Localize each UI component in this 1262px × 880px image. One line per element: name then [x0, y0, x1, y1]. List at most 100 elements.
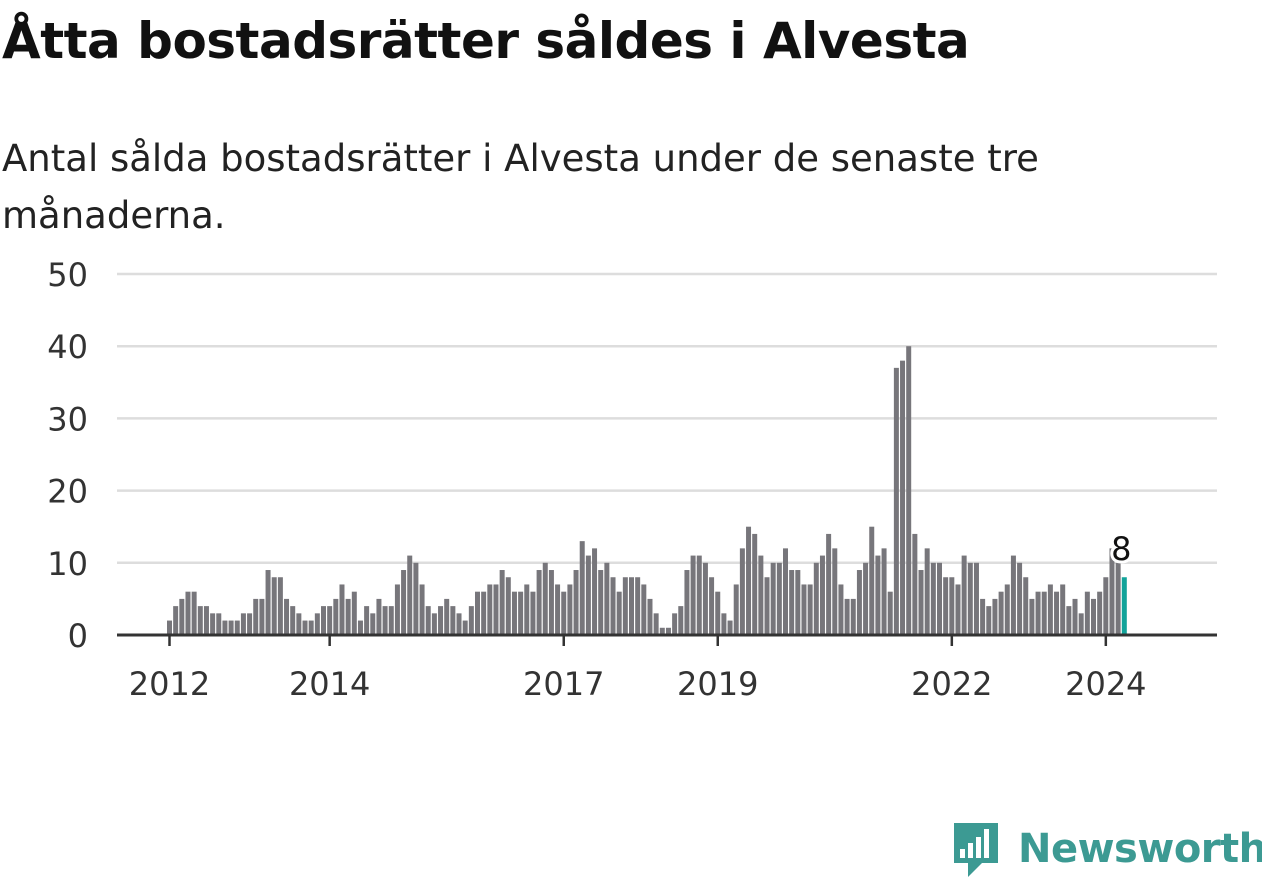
bar [739, 548, 745, 635]
bar [733, 584, 739, 635]
bar [302, 620, 308, 635]
bar [764, 577, 770, 635]
bar [869, 526, 875, 635]
bar [468, 606, 474, 635]
bar [1041, 591, 1047, 635]
bar [450, 606, 456, 635]
bar [1103, 577, 1109, 635]
bar [961, 555, 967, 635]
x-tick-label: 2017 [523, 665, 604, 703]
chart-subtitle: Antal sålda bostadsrätter i Alvesta unde… [2, 137, 1039, 237]
bar [505, 577, 511, 635]
bar [1010, 555, 1016, 635]
bar [696, 555, 702, 635]
bar [949, 577, 955, 635]
bar [296, 613, 302, 635]
bar [197, 606, 203, 635]
bar [752, 533, 758, 635]
bar [561, 591, 567, 635]
bar [875, 555, 881, 635]
bar [807, 584, 813, 635]
bar [776, 562, 782, 635]
bar [579, 541, 585, 635]
bar [339, 584, 345, 635]
bar [826, 533, 832, 635]
bar [622, 577, 628, 635]
bar [906, 346, 912, 635]
bar [493, 584, 499, 635]
highlight-value-label: 8 [1111, 530, 1131, 568]
x-tick-label: 2024 [1065, 665, 1146, 703]
bar [887, 591, 893, 635]
y-tick-label: 40 [47, 328, 88, 366]
bar [555, 584, 561, 635]
x-tick-label: 2014 [289, 665, 370, 703]
bar [228, 620, 234, 635]
bar [444, 598, 450, 635]
bar [284, 598, 290, 635]
bar [1029, 598, 1035, 635]
bar [351, 591, 357, 635]
bar [863, 562, 869, 635]
y-tick-label: 50 [47, 256, 88, 294]
bar [277, 577, 283, 635]
x-tick-label: 2022 [911, 665, 992, 703]
bar [1047, 584, 1053, 635]
bar [1017, 562, 1023, 635]
bar [592, 548, 598, 635]
bar [801, 584, 807, 635]
bar [900, 360, 906, 635]
bar [333, 598, 339, 635]
x-tick-label: 2019 [677, 665, 758, 703]
bar [838, 584, 844, 635]
bar [370, 613, 376, 635]
bar [524, 584, 530, 635]
bar [167, 620, 172, 635]
x-tick-label: 2012 [129, 665, 210, 703]
bar [610, 577, 616, 635]
bar [665, 627, 671, 635]
bar [635, 577, 641, 635]
bar [893, 367, 899, 635]
y-tick-label: 30 [47, 400, 88, 438]
bar [795, 570, 801, 635]
y-tick-label: 0 [68, 617, 88, 655]
bar [813, 562, 819, 635]
bar [364, 606, 370, 635]
bar [850, 598, 856, 635]
bar [425, 606, 431, 635]
bar [789, 570, 795, 635]
bar [394, 584, 400, 635]
bar [573, 570, 579, 635]
bar [1091, 598, 1096, 635]
bar [203, 606, 209, 635]
brand-name: Newsworthy [1018, 826, 1262, 872]
bar [1054, 591, 1060, 635]
bar [407, 555, 413, 635]
bar [1084, 591, 1090, 635]
bar [647, 598, 653, 635]
chart-title: Åtta bostadsrätter såldes i Alvesta [2, 12, 970, 70]
bar [438, 606, 444, 635]
newsworthy-logo-icon [954, 823, 998, 877]
bar [678, 606, 684, 635]
bar [881, 548, 887, 635]
bar [253, 598, 259, 635]
bar [321, 606, 326, 635]
bar [832, 548, 838, 635]
bar [222, 620, 228, 635]
bar [727, 620, 733, 635]
bar [475, 591, 480, 635]
bar [980, 598, 986, 635]
bar [973, 562, 979, 635]
bar [487, 584, 493, 635]
bar [265, 570, 271, 635]
bar [548, 570, 554, 635]
bar [1109, 548, 1115, 635]
bars [167, 346, 1127, 635]
data-labels: 8 [1108, 527, 1134, 571]
bar [709, 577, 715, 635]
bar [955, 584, 961, 635]
bar [530, 591, 536, 635]
bar [413, 562, 419, 635]
